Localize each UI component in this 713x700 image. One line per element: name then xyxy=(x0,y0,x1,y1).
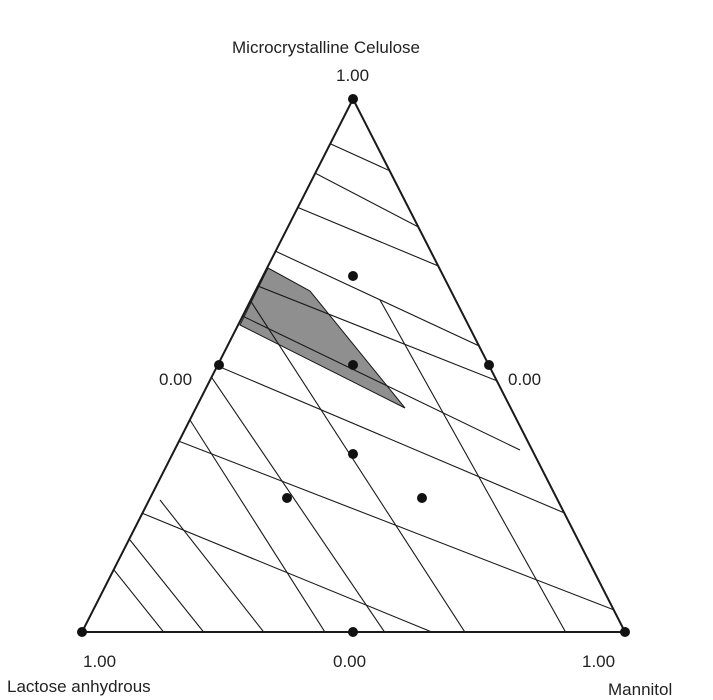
contour-line xyxy=(289,159,521,281)
contour-line xyxy=(189,419,331,632)
contour-line xyxy=(229,274,521,391)
design-points xyxy=(77,94,630,637)
bottom-mid-tick: 0.00 xyxy=(333,652,367,671)
contour-line xyxy=(279,199,521,301)
contour-lines xyxy=(109,129,625,632)
interior-point xyxy=(417,493,427,503)
bottom-right-component-label: Mannitol xyxy=(608,680,673,699)
bottom-left-tick: 1.00 xyxy=(83,652,117,671)
top-component-label: Microcrystalline Celulose xyxy=(232,38,421,57)
interior-point xyxy=(348,360,358,370)
vertex-point-top xyxy=(348,94,358,104)
vertex-point-bottom-right xyxy=(620,627,630,637)
interior-point xyxy=(348,271,358,281)
left-mid-tick: 0.00 xyxy=(159,370,193,389)
edge-midpoint-right xyxy=(484,360,494,370)
contour-line xyxy=(249,299,471,632)
shaded-design-region xyxy=(239,267,406,409)
right-mid-tick: 0.00 xyxy=(508,370,542,389)
contour-line xyxy=(109,564,171,632)
edge-midpoint-bottom xyxy=(348,627,358,637)
interior-point xyxy=(282,493,292,503)
contour-line xyxy=(209,374,391,632)
top-apex-tick: 1.00 xyxy=(336,66,370,85)
bottom-right-tick: 1.00 xyxy=(582,652,616,671)
contour-line xyxy=(299,129,521,231)
contour-line xyxy=(109,499,501,632)
contour-line xyxy=(159,499,271,632)
edge-midpoint-left xyxy=(214,360,224,370)
contour-line xyxy=(129,539,211,632)
contour-line xyxy=(379,299,571,632)
contour-line xyxy=(179,349,625,546)
contour-line xyxy=(229,229,521,366)
interior-point xyxy=(348,449,358,459)
contour-line xyxy=(229,309,521,451)
bottom-left-component-label: Lactose anhydrous xyxy=(7,677,151,696)
vertex-point-bottom-left xyxy=(77,627,87,637)
